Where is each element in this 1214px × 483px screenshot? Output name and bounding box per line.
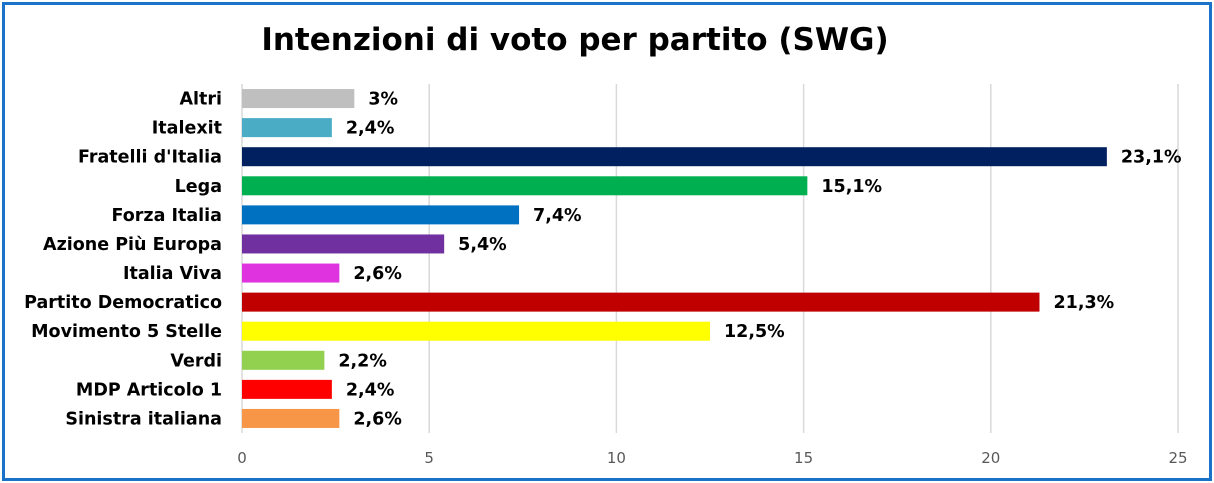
category-label: Fratelli d'Italia bbox=[78, 148, 222, 168]
value-label: 12,5% bbox=[724, 322, 785, 342]
bar bbox=[242, 118, 332, 138]
x-tick-label: 10 bbox=[607, 449, 626, 467]
value-label: 2,6% bbox=[353, 409, 402, 429]
x-tick-label: 25 bbox=[1168, 449, 1187, 467]
bar bbox=[242, 379, 332, 399]
category-label: Forza Italia bbox=[112, 206, 222, 226]
bar bbox=[242, 147, 1107, 167]
category-label: Italia Viva bbox=[123, 264, 222, 284]
bar bbox=[242, 205, 520, 225]
gridlines bbox=[241, 84, 1179, 433]
category-label: Sinistra italiana bbox=[65, 409, 222, 429]
value-label: 7,4% bbox=[533, 206, 582, 226]
value-label: 23,1% bbox=[1121, 148, 1182, 168]
value-label: 2,6% bbox=[353, 264, 402, 284]
value-label: 2,2% bbox=[338, 351, 387, 371]
x-tick-label: 0 bbox=[237, 449, 247, 467]
bar bbox=[242, 292, 1040, 312]
value-label: 15,1% bbox=[821, 177, 882, 197]
value-label: 5,4% bbox=[458, 235, 507, 255]
chart-title: Intenzioni di voto per partito (SWG) bbox=[261, 22, 889, 58]
category-label: Azione Più Europa bbox=[43, 235, 222, 255]
x-tick-labels: 0 5 10 15 20 25 bbox=[237, 449, 1187, 467]
category-label: Movimento 5 Stelle bbox=[31, 322, 222, 342]
category-labels: Altri Italexit Fratelli d'Italia Lega Forza … bbox=[24, 90, 222, 430]
bar bbox=[242, 263, 340, 283]
value-label: 21,3% bbox=[1053, 293, 1114, 313]
category-label: Altri bbox=[179, 90, 222, 110]
category-label: Italexit bbox=[152, 119, 222, 139]
x-tick-label: 5 bbox=[424, 449, 434, 467]
bars bbox=[242, 89, 1107, 428]
category-label: Lega bbox=[175, 177, 222, 197]
value-label: 3% bbox=[368, 90, 398, 110]
x-tick-label: 15 bbox=[794, 449, 813, 467]
bar bbox=[242, 89, 355, 109]
bar bbox=[242, 408, 340, 428]
value-label: 2,4% bbox=[346, 119, 395, 139]
bar bbox=[242, 321, 710, 341]
value-label: 2,4% bbox=[346, 380, 395, 400]
category-label: MDP Articolo 1 bbox=[76, 380, 222, 400]
bar bbox=[242, 176, 808, 196]
category-label: Partito Democratico bbox=[24, 293, 222, 313]
x-tick-label: 20 bbox=[981, 449, 1000, 467]
value-labels: 3% 2,4% 23,1% 15,1% 7,4% 5,4% 2,6% 21,3% 12,5% 2,… bbox=[338, 90, 1181, 430]
category-label: Verdi bbox=[170, 351, 222, 371]
bar bbox=[242, 234, 445, 254]
bar bbox=[242, 350, 325, 370]
